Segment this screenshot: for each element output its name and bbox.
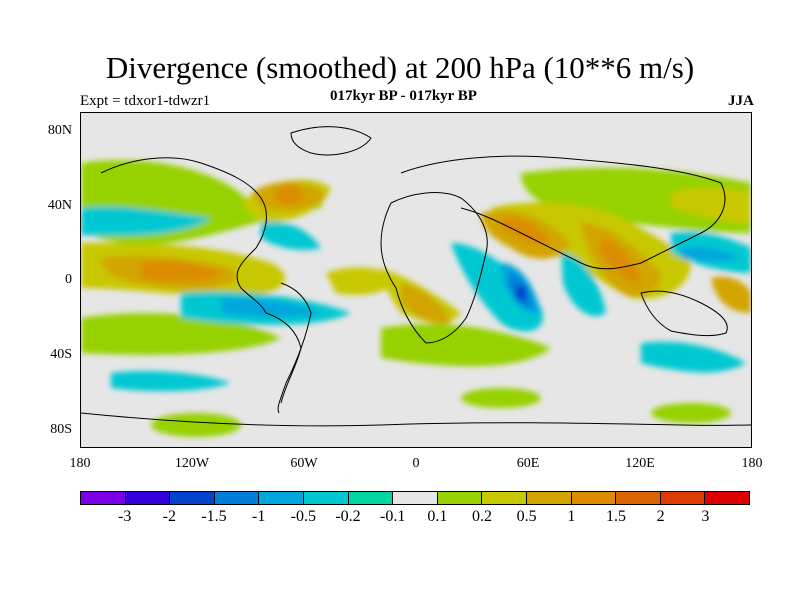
lon-label-60w: 60W — [290, 456, 318, 471]
color-legend-box — [125, 492, 171, 504]
color-legend-box — [303, 492, 349, 504]
color-legend-label: 0.1 — [427, 508, 448, 525]
lat-label-0: 0 — [65, 272, 72, 287]
map-panel — [80, 112, 752, 448]
color-legend-box — [616, 492, 661, 504]
color-legend-label: 0.5 — [516, 508, 537, 525]
lat-label-40n: 40N — [47, 198, 72, 213]
color-legend-label: -1.5 — [201, 508, 227, 525]
color-legend-box — [660, 492, 706, 504]
lat-label-40s: 40S — [50, 347, 72, 362]
color-legend-bar — [80, 491, 750, 505]
color-legend-label: -1 — [251, 508, 266, 525]
color-legend-label: 0.2 — [472, 508, 492, 525]
color-legend-box — [259, 492, 304, 504]
color-legend-label: 1 — [567, 508, 576, 525]
period-label: 017kyr BP - 017kyr BP — [330, 88, 477, 104]
divergence-map — [81, 126, 751, 437]
color-legend-box — [214, 492, 260, 504]
color-legend-box — [170, 492, 215, 504]
lon-label-180w: 180 — [69, 456, 91, 471]
color-legend-label: -3 — [117, 508, 132, 525]
color-legend-label: -2 — [162, 508, 176, 525]
lon-label-60e: 60E — [516, 456, 540, 471]
lat-label-80n: 80N — [47, 123, 72, 138]
color-legend-box — [526, 492, 572, 504]
color-legend-label: -0.5 — [290, 508, 316, 525]
color-legend-box — [705, 492, 749, 504]
lat-label-80s: 80S — [50, 422, 72, 437]
season-label: JJA — [728, 93, 754, 109]
lon-label-120e: 120E — [625, 456, 655, 471]
color-legend-box — [482, 492, 527, 504]
color-legend-box — [393, 492, 438, 504]
color-legend-label: -0.2 — [335, 508, 361, 525]
color-legend-label: 2 — [656, 508, 665, 525]
color-legend-label: -0.1 — [379, 508, 406, 525]
lon-label-120w: 120W — [174, 456, 210, 471]
color-legend-label: 3 — [701, 508, 710, 525]
color-legend-box — [348, 492, 394, 504]
color-legend-box — [81, 492, 126, 504]
color-legend-label: 1.5 — [606, 508, 626, 525]
color-legend-box — [571, 492, 617, 504]
color-legend-box — [437, 492, 483, 504]
lon-label-180e: 180 — [741, 456, 763, 471]
plot-title: Divergence (smoothed) at 200 hPa (10**6 … — [105, 50, 695, 85]
experiment-label: Expt = tdxor1-tdwzr1 — [80, 93, 211, 109]
lon-label-0: 0 — [412, 456, 420, 471]
